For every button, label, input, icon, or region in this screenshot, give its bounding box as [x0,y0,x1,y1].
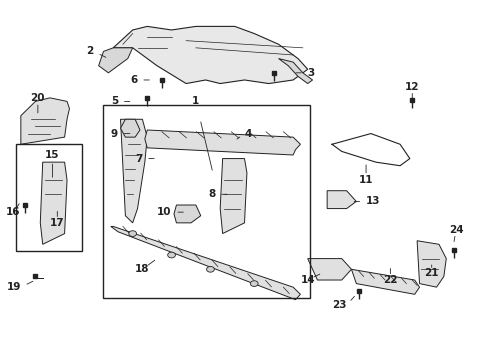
Text: 6: 6 [130,75,137,85]
Bar [16,144,81,251]
Polygon shape [174,205,201,223]
Circle shape [167,252,175,258]
Text: 2: 2 [86,46,94,57]
Text: 10: 10 [157,207,171,217]
Polygon shape [278,59,312,84]
Polygon shape [120,119,147,223]
Text: 17: 17 [50,218,64,228]
Text: 20: 20 [31,93,45,103]
Polygon shape [307,258,351,280]
Text: 11: 11 [358,175,372,185]
Text: 1: 1 [192,96,199,107]
Polygon shape [21,98,69,144]
Polygon shape [326,191,356,208]
Polygon shape [113,26,307,84]
Text: 15: 15 [45,150,60,160]
Bar [103,105,309,298]
Text: 7: 7 [135,154,142,163]
Text: 14: 14 [300,275,314,285]
Text: 22: 22 [382,275,397,285]
Text: 9: 9 [111,129,118,139]
Text: 13: 13 [366,197,380,206]
Text: 24: 24 [448,225,462,235]
Circle shape [250,281,258,287]
Polygon shape [220,158,246,234]
Text: 12: 12 [404,82,419,92]
Text: 23: 23 [331,300,346,310]
Text: 21: 21 [424,268,438,278]
Polygon shape [351,269,419,294]
Circle shape [128,231,136,237]
Polygon shape [99,48,132,73]
Polygon shape [416,241,446,287]
Text: 18: 18 [135,264,149,274]
Text: 16: 16 [6,207,21,217]
Polygon shape [111,226,300,300]
Circle shape [206,266,214,272]
Text: 5: 5 [111,96,118,107]
Text: 4: 4 [244,129,251,139]
Polygon shape [120,119,140,137]
Polygon shape [40,162,67,244]
Text: 3: 3 [307,68,314,78]
Text: 19: 19 [6,282,21,292]
Polygon shape [144,130,300,155]
Text: 8: 8 [208,189,215,199]
